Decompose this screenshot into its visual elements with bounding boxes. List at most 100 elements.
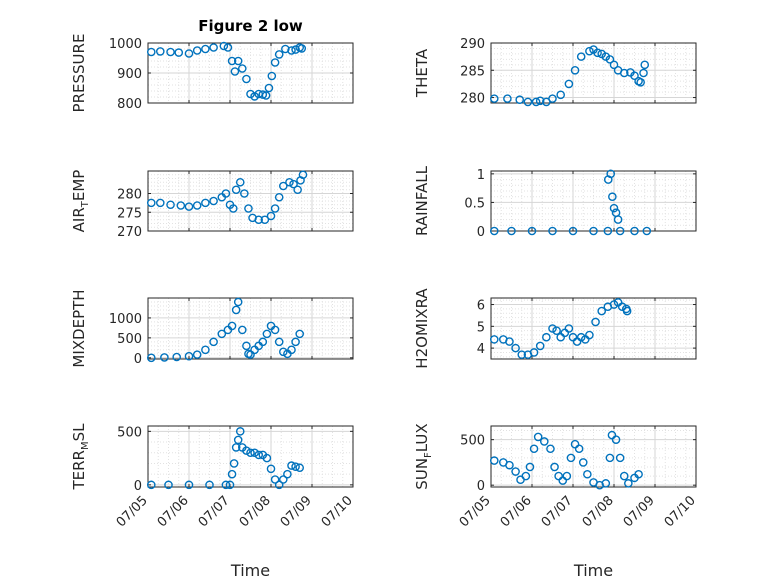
data-point — [274, 192, 284, 202]
data-point — [517, 350, 527, 359]
data-point — [278, 347, 288, 357]
data-point — [192, 46, 202, 55]
data-points — [489, 45, 650, 107]
data-point — [184, 202, 194, 211]
data-point — [564, 79, 574, 89]
data-point — [164, 480, 173, 490]
data-point — [229, 459, 239, 468]
y-axis-label: SUNFLUX — [413, 423, 434, 489]
data-point — [233, 297, 243, 307]
data-point — [608, 192, 617, 202]
data-point — [223, 43, 233, 52]
data-point — [166, 200, 175, 210]
data-point — [548, 324, 557, 333]
data-point — [511, 467, 520, 476]
y-axis-label: MIXDEPTH — [70, 289, 88, 367]
data-point — [548, 94, 557, 103]
subplot-terr-msl: 0 500 TERRMSL 07/05 07/06 07/07 07/08 07/09 07/1… — [70, 423, 356, 580]
data-point — [489, 456, 499, 465]
y-axis-label: AIRTEMP — [70, 170, 91, 233]
data-point — [515, 95, 525, 105]
data-point — [270, 325, 280, 335]
data-point — [205, 480, 214, 490]
x-tick-label: 07/08 — [580, 493, 617, 530]
data-point — [540, 437, 549, 446]
data-point — [274, 480, 284, 490]
y-axis-label: RAINFALL — [413, 165, 431, 236]
data-point — [176, 201, 186, 210]
data-point — [209, 43, 218, 52]
data-point — [270, 204, 280, 213]
data-point — [489, 94, 499, 103]
data-point — [231, 185, 241, 195]
subplot-rainfall: 0 0.5 1 RAINFALL — [413, 165, 697, 240]
data-point — [285, 177, 294, 187]
x-tick-label: 07/07 — [539, 493, 576, 530]
data-point — [295, 463, 305, 473]
data-point — [287, 46, 296, 55]
data-point — [278, 475, 288, 484]
x-tick-label: 07/10 — [662, 493, 699, 530]
grid-lines — [147, 42, 354, 104]
data-points — [146, 427, 305, 490]
data-point — [184, 480, 194, 490]
data-point — [209, 337, 218, 347]
data-point — [615, 226, 625, 236]
y-tick-label: 285 — [460, 64, 485, 79]
data-point — [231, 305, 241, 315]
subplot-h2omixra: 4 5 6 H2OMIXRA — [413, 288, 697, 369]
axes-frame — [490, 170, 697, 232]
subplot-mixdepth: 0 500 1000 MIXDEPTH — [70, 289, 354, 368]
data-point — [624, 479, 633, 488]
data-point — [233, 435, 243, 445]
y-tick-label: 1000 — [109, 37, 142, 52]
data-point — [201, 345, 210, 355]
data-point — [527, 226, 537, 236]
data-point — [619, 68, 629, 78]
data-point — [233, 56, 243, 66]
data-point — [184, 351, 194, 361]
data-point — [295, 329, 305, 339]
data-point — [503, 94, 512, 103]
data-point — [209, 196, 218, 206]
data-point — [184, 49, 194, 58]
y-axis-label: THETA — [413, 48, 431, 98]
data-point — [601, 479, 611, 488]
data-point — [242, 74, 251, 84]
axes-frame — [147, 425, 354, 488]
y-tick-label: 0 — [134, 479, 142, 494]
y-tick-label: 6 — [477, 299, 485, 314]
y-tick-label: 500 — [460, 434, 485, 449]
y-tick-label: 280 — [117, 188, 142, 203]
data-point — [556, 90, 566, 100]
y-tick-label: 280 — [460, 92, 485, 107]
data-point — [550, 462, 559, 472]
data-point — [597, 306, 607, 316]
data-point — [146, 480, 156, 490]
data-point — [242, 446, 251, 455]
chart-title: Figure 2 low — [198, 17, 303, 35]
y-tick-label: 0.5 — [464, 196, 485, 211]
data-point — [593, 48, 602, 58]
data-point — [283, 469, 292, 479]
data-point — [613, 215, 623, 224]
data-point — [570, 65, 580, 75]
axes-frame — [490, 42, 697, 104]
data-point — [254, 215, 264, 225]
data-points — [489, 169, 652, 236]
axes-frame — [490, 425, 697, 488]
data-point — [201, 198, 210, 208]
data-point — [264, 83, 274, 93]
data-point — [267, 71, 277, 81]
data-point — [274, 337, 284, 347]
data-point — [261, 91, 271, 100]
data-points — [146, 41, 307, 101]
data-point — [146, 47, 156, 57]
data-point — [615, 453, 625, 463]
data-point — [489, 226, 499, 236]
data-point — [146, 198, 156, 208]
data-point — [548, 226, 557, 236]
data-point — [254, 450, 264, 460]
data-point — [270, 58, 280, 67]
data-point — [291, 45, 300, 54]
